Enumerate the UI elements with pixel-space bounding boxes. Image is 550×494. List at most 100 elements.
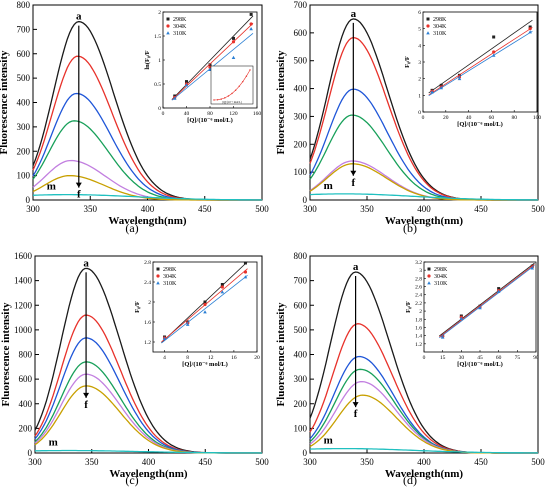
inset-y-tick-label: 1.4 bbox=[415, 334, 422, 340]
x-tick-label: 350 bbox=[84, 204, 98, 214]
x-axis-label: Wavelength(nm) bbox=[385, 468, 464, 480]
x-tick-label: 350 bbox=[360, 204, 374, 214]
y-tick-label: 600 bbox=[294, 300, 308, 310]
legend-marker-304K bbox=[427, 274, 431, 278]
panel-label: (a) bbox=[125, 221, 138, 235]
inset-x-tick-label: 20 bbox=[443, 115, 449, 121]
y-tick-label: 500 bbox=[294, 325, 308, 335]
y-tick-label: 800 bbox=[17, 0, 31, 10]
spectrum-line bbox=[32, 92, 262, 201]
inset-x-tick-label: 0 bbox=[162, 111, 165, 117]
inset-x-tick-label: 40 bbox=[466, 115, 472, 121]
inset-point-310K bbox=[528, 30, 532, 34]
inset-point-298K bbox=[528, 25, 532, 29]
y-tick-label: 0 bbox=[303, 448, 308, 458]
y-tick-label: 200 bbox=[294, 139, 308, 149]
legend-label: 310K bbox=[173, 31, 187, 37]
inset-fit-line bbox=[428, 30, 533, 96]
x-tick-label: 500 bbox=[531, 457, 545, 467]
inset-y-tick-label: 1.8 bbox=[415, 317, 422, 323]
inset-point-310K bbox=[185, 322, 190, 326]
y-tick-label: 800 bbox=[294, 251, 308, 261]
y-tick-label: 700 bbox=[17, 24, 31, 34]
inset-point-298K bbox=[203, 300, 207, 304]
inset-x-tick-label: 80 bbox=[207, 111, 213, 117]
annotation-f: f bbox=[354, 408, 358, 420]
x-tick-label: 400 bbox=[417, 204, 431, 214]
legend-marker-310K bbox=[156, 281, 160, 285]
arrow-head bbox=[350, 170, 357, 176]
inset-point-298K bbox=[185, 80, 188, 84]
x-tick-label: 400 bbox=[142, 457, 156, 467]
inset-point-304K bbox=[231, 40, 236, 44]
annotation-a: a bbox=[83, 257, 89, 269]
inset-point-298K bbox=[243, 261, 247, 265]
x-tick-label: 450 bbox=[474, 457, 488, 467]
y-axis-label: Fluorescence intensity bbox=[275, 302, 287, 406]
inset-point-304K bbox=[220, 285, 224, 289]
inset-fit-line bbox=[171, 23, 254, 101]
inset-point-304K bbox=[243, 270, 248, 274]
y-tick-label: 1600 bbox=[14, 251, 33, 261]
y-tick-label: 600 bbox=[294, 28, 308, 38]
inset-y-tick-label: 1.6 bbox=[415, 325, 422, 331]
legend-label: 304K bbox=[163, 274, 177, 280]
inset-point-310K bbox=[440, 335, 445, 339]
legend-label: 310K bbox=[163, 281, 177, 287]
y-tick-label: 100 bbox=[294, 423, 308, 433]
inset-y-label: F₀/F bbox=[405, 301, 412, 313]
inset-point-304K bbox=[528, 27, 532, 31]
y-axis-label: Fluorescence intensity bbox=[0, 50, 10, 154]
inset-y-tick-label: 1 bbox=[158, 58, 161, 64]
legend-marker-298K bbox=[166, 17, 170, 21]
inset-fit-line bbox=[439, 264, 535, 338]
inset-y-tick-label: 3 bbox=[418, 60, 421, 66]
y-tick-label: 400 bbox=[294, 350, 308, 360]
panel-d: 300 350 400 450 5000100200300400500600700800… bbox=[275, 251, 545, 487]
inset-y-tick-label: 0.5 bbox=[154, 82, 161, 88]
inset-fit-line bbox=[428, 19, 533, 94]
inset-frame bbox=[152, 261, 258, 353]
legend-marker-298K bbox=[156, 267, 160, 271]
x-tick-label: 450 bbox=[199, 457, 213, 467]
inset-x-tick-label: 80 bbox=[511, 115, 517, 121]
inset-x-label: [Q]/(10⁻⁶ mol/L) bbox=[457, 121, 503, 128]
y-tick-label: 300 bbox=[294, 111, 308, 121]
inset-x-tick-label: 60 bbox=[496, 355, 502, 361]
inset-point-310K bbox=[457, 76, 462, 81]
inset-point-310K bbox=[430, 90, 434, 94]
x-tick-label: 450 bbox=[474, 204, 488, 214]
panel-label: (d) bbox=[403, 473, 417, 487]
y-tick-label: 1200 bbox=[14, 300, 33, 310]
inset-x-tick-label: 45 bbox=[477, 355, 483, 361]
x-tick-label: 500 bbox=[255, 457, 269, 467]
spectrum-line bbox=[34, 361, 262, 454]
inset-x-tick-label: 120 bbox=[229, 111, 238, 117]
inset-point-298K bbox=[220, 283, 224, 286]
inset-fit-line bbox=[439, 265, 535, 339]
inset-y-tick-label: 2.2 bbox=[415, 301, 422, 307]
legend-marker-304K bbox=[156, 274, 160, 278]
inset-point-310K bbox=[203, 310, 207, 314]
y-axis-label: Fluorescence intensity bbox=[0, 302, 12, 406]
panel-label: (b) bbox=[403, 221, 417, 235]
inset-point-310K bbox=[184, 83, 189, 87]
legend-marker-298K bbox=[427, 267, 431, 271]
inset-point-310K bbox=[220, 290, 225, 294]
inset-point-310K bbox=[530, 266, 535, 270]
inset-plot: 0 20 40 60 80 100 0 1 2 3 4 5 6 [Q]/(10⁻⁶ mol/L) F₀/F 2… bbox=[404, 10, 541, 128]
inset-x-tick-label: 15 bbox=[440, 355, 446, 361]
legend-label: 298K bbox=[163, 267, 177, 273]
x-axis-label: Wavelength(nm) bbox=[385, 215, 464, 227]
x-tick-label: 450 bbox=[198, 204, 212, 214]
inset-y-tick-label: 3.2 bbox=[415, 260, 422, 266]
spectrum-line bbox=[309, 380, 538, 454]
panel-b: 300 350 400 450 5000100200300400500600700Wav… bbox=[275, 0, 545, 235]
inset-y-tick-label: 1.2 bbox=[415, 342, 422, 348]
x-tick-label: 300 bbox=[26, 204, 40, 214]
x-tick-label: 300 bbox=[28, 457, 42, 467]
sub-inset-x-label: [Q]/(10⁻⁶ mol/L) bbox=[222, 101, 241, 104]
annotation-f: f bbox=[77, 189, 81, 201]
x-tick-label: 400 bbox=[417, 457, 431, 467]
x-axis-label: Wavelength(nm) bbox=[108, 215, 187, 227]
